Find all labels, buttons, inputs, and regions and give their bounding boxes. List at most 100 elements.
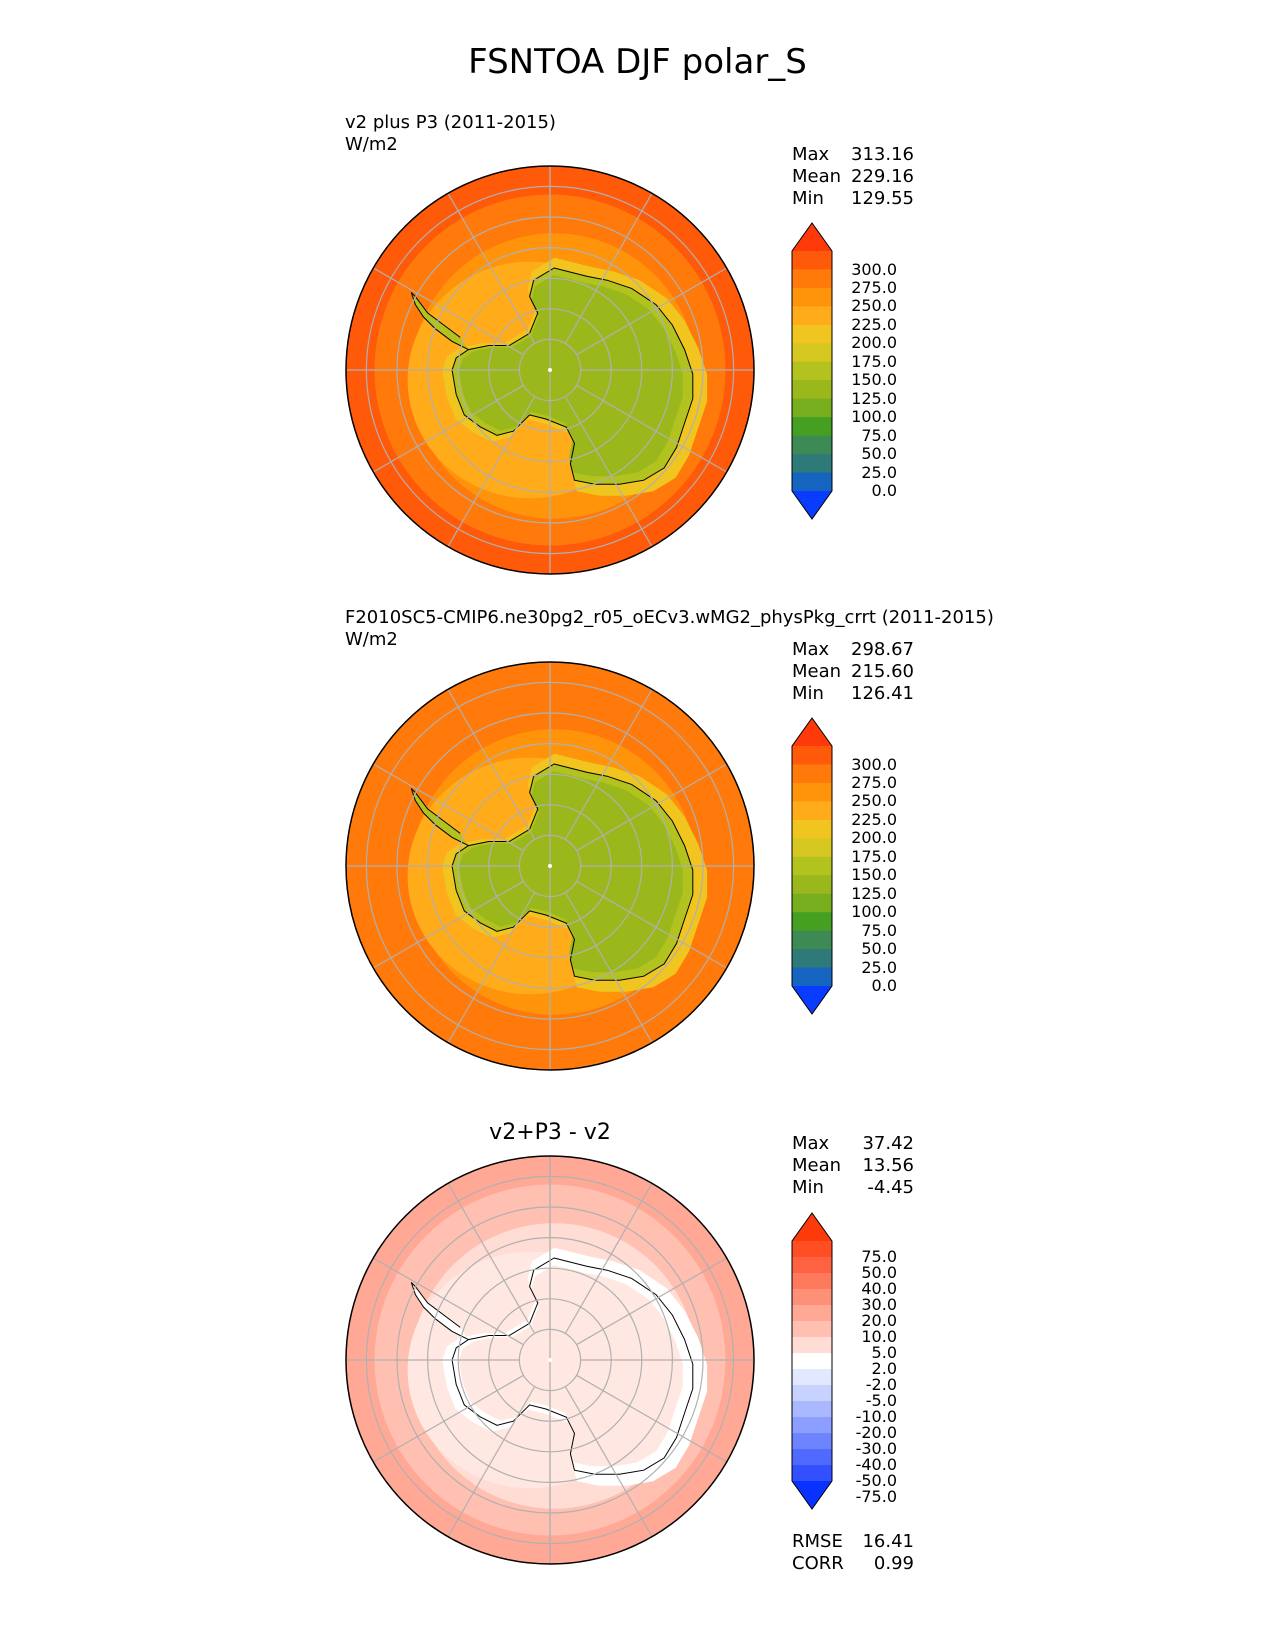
colorbar-tick-label: 275.0 xyxy=(851,277,897,297)
colorbar-segment xyxy=(792,1241,832,1258)
colorbar-segment xyxy=(792,417,832,437)
panel-1-title: v2 plus P3 (2011-2015) xyxy=(345,112,556,133)
peninsula-coastline xyxy=(410,292,469,351)
colorbar-tick-label: 100.0 xyxy=(851,902,897,922)
meridian-line xyxy=(373,267,524,356)
meridian-line xyxy=(576,384,727,473)
colorbar-extend-bottom xyxy=(792,1481,832,1509)
colorbar-segment xyxy=(792,472,832,492)
colorbar-segment xyxy=(792,287,832,307)
panel-2-colorbar xyxy=(791,717,833,1015)
field-layer xyxy=(346,166,754,574)
colorbar-tick-label: 5.0 xyxy=(871,1343,897,1362)
panel-2-stat-mean: Mean 215.60 xyxy=(792,661,914,682)
colorbar-segment xyxy=(792,269,832,289)
colorbar-tick-label: 250.0 xyxy=(851,791,897,811)
panel-1-stat-min: Min 129.55 xyxy=(792,188,914,209)
panel-3-stat-min: Min -4.45 xyxy=(792,1177,914,1198)
meridian-line xyxy=(373,1257,524,1346)
panel-3-title: v2+P3 - v2 xyxy=(489,1120,611,1145)
meridian-line xyxy=(564,1386,653,1537)
panel-1-units: W/m2 xyxy=(345,134,398,155)
meridian-line xyxy=(564,892,653,1043)
colorbar-outline xyxy=(791,222,833,520)
field-peninsula xyxy=(411,1282,469,1340)
colorbar-tick-label: 150.0 xyxy=(851,370,897,390)
colorbar-segment xyxy=(792,306,832,326)
colorbar-segment xyxy=(792,967,832,987)
colorbar-tick-label: 0.0 xyxy=(871,976,897,995)
panel-2-title: F2010SC5-CMIP6.ne30pg2_r05_oECv3.wMG2_ph… xyxy=(345,607,994,628)
colorbar-tick-label: -40.0 xyxy=(855,1455,897,1474)
colorbar-tick-label: 30.0 xyxy=(861,1295,897,1314)
colorbar-extend-top xyxy=(792,223,832,251)
meridian-line xyxy=(564,1183,653,1334)
colorbar-segment xyxy=(792,1257,832,1274)
colorbar-tick-label: 25.0 xyxy=(861,462,897,482)
meridian-line xyxy=(373,880,524,969)
coastline xyxy=(451,267,694,485)
colorbar-segment xyxy=(792,746,832,766)
colorbar-segment xyxy=(792,324,832,344)
colorbar-tick-label: 40.0 xyxy=(861,1279,897,1298)
meridian-line xyxy=(447,396,536,547)
graticule xyxy=(346,1156,754,1564)
colorbar-tick-label: 125.0 xyxy=(851,388,897,408)
meridian-line xyxy=(447,689,536,840)
map-boundary xyxy=(345,1155,755,1565)
panel-1-stats: Max 313.16 Mean 229.16 Min 129.55 xyxy=(792,144,914,210)
colorbar-tick-label: 50.0 xyxy=(861,1263,897,1282)
colorbar-segment xyxy=(792,380,832,400)
meridian-line xyxy=(576,267,727,356)
colorbar-segment xyxy=(792,454,832,474)
colorbar-tick-label: 2.0 xyxy=(871,1359,897,1378)
peninsula-coastline xyxy=(410,1282,469,1341)
colorbar-tick-label: 150.0 xyxy=(851,865,897,885)
colorbar-tick-label: 200.0 xyxy=(851,828,897,848)
colorbar-segment xyxy=(792,912,832,932)
colorbar-segment xyxy=(792,1289,832,1306)
colorbar-tick-label: 100.0 xyxy=(851,407,897,427)
colorbar-tick-label: -30.0 xyxy=(855,1439,897,1458)
colorbar-segment xyxy=(792,435,832,455)
meridian-line xyxy=(576,1374,727,1463)
colorbar-tick-label: 225.0 xyxy=(851,809,897,829)
colorbar-tick-label: -5.0 xyxy=(865,1391,897,1410)
colorbar-tick-label: 10.0 xyxy=(861,1327,897,1346)
colorbar-outline xyxy=(791,717,833,1015)
colorbar-segment xyxy=(792,893,832,913)
colorbar-segment xyxy=(792,1433,832,1450)
colorbar-outline xyxy=(791,1212,833,1510)
colorbar-segment xyxy=(792,1305,832,1322)
meridian-line xyxy=(576,1257,727,1346)
colorbar-segment xyxy=(792,1369,832,1386)
colorbar-extend-top xyxy=(792,718,832,746)
colorbar-tick-label: 75.0 xyxy=(861,920,897,940)
colorbar-extend-bottom xyxy=(792,491,832,519)
colorbar-segment xyxy=(792,1321,832,1338)
field-peninsula xyxy=(411,292,469,350)
meridian-line xyxy=(373,384,524,473)
colorbar-extend-bottom xyxy=(792,986,832,1014)
panel-1-stat-max: Max 313.16 xyxy=(792,144,914,165)
meridian-line xyxy=(447,1386,536,1537)
colorbar-segment xyxy=(792,1417,832,1434)
meridian-line xyxy=(373,1374,524,1463)
colorbar-tick-label: 25.0 xyxy=(861,957,897,977)
colorbar-segment xyxy=(792,875,832,895)
colorbar-tick-label: 175.0 xyxy=(851,351,897,371)
figure-title: FSNTOA DJF polar_S xyxy=(468,42,807,82)
panel-2-stat-max: Max 298.67 xyxy=(792,639,914,660)
colorbar-tick-label: 0.0 xyxy=(871,481,897,500)
colorbar-segment xyxy=(792,949,832,969)
colorbar-tick-label: 20.0 xyxy=(861,1311,897,1330)
colorbar-segment xyxy=(792,1273,832,1290)
colorbar-segment xyxy=(792,930,832,950)
coastline xyxy=(451,1257,694,1475)
field-peninsula xyxy=(411,788,469,846)
colorbar-segment xyxy=(792,1401,832,1418)
colorbar-segment xyxy=(792,801,832,821)
panel-3-corr: CORR 0.99 xyxy=(792,1553,914,1574)
colorbar-tick-label: 250.0 xyxy=(851,296,897,316)
panel-3-polar-map xyxy=(345,1155,755,1565)
